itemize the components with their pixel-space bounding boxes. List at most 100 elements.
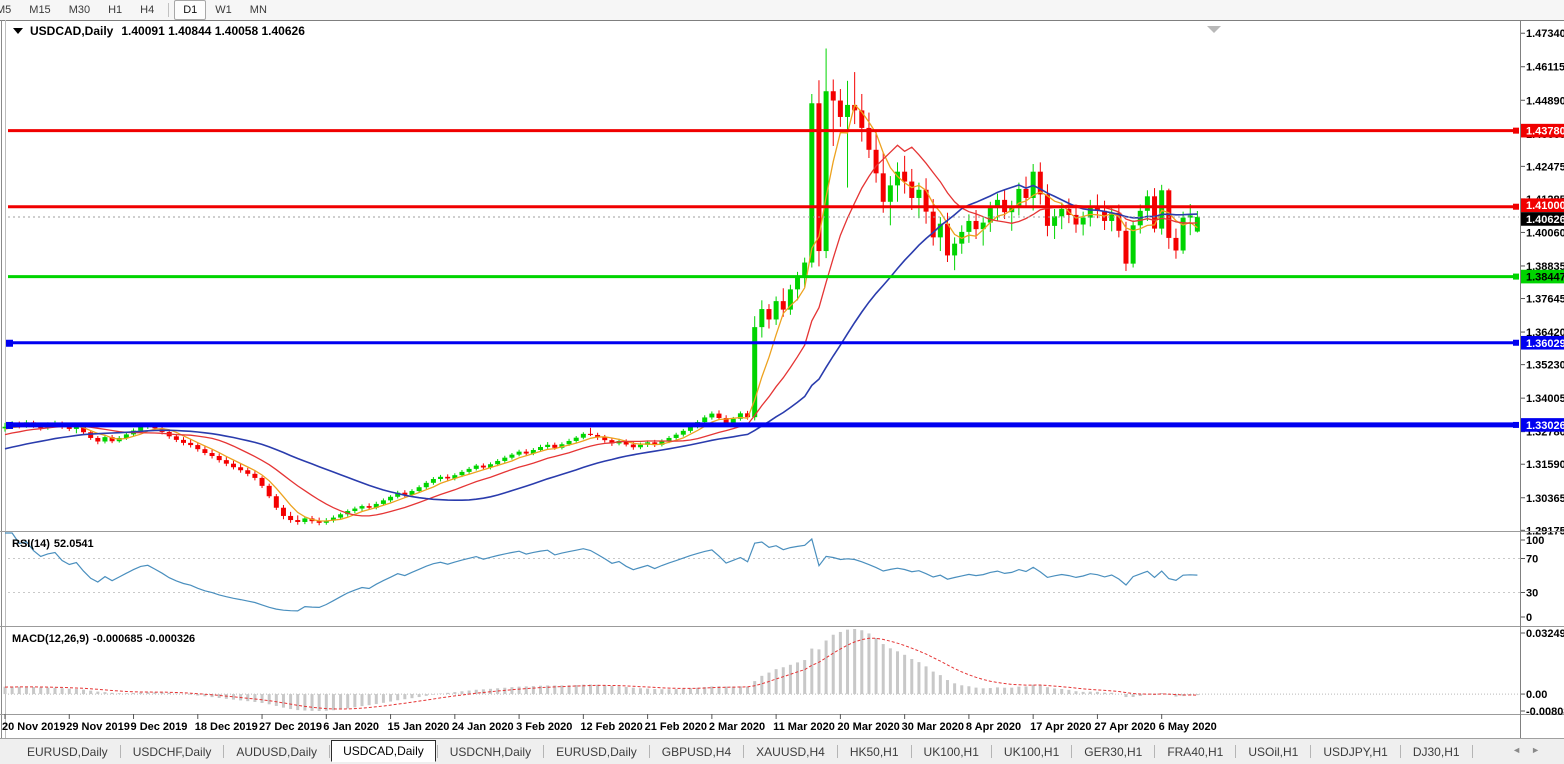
period-button-mn[interactable]: MN [249,4,267,16]
rsi-axis-label: 30 [1526,588,1538,600]
date-label: 21 Feb 2020 [645,721,707,733]
candle-bear [880,173,886,202]
hline-right-handle[interactable] [1513,203,1519,210]
period-button-h1[interactable]: H1 [108,4,123,16]
chart-canvas[interactable]: 1.473401.461151.448901.436651.424751.412… [0,20,1564,738]
candle-bear [909,181,915,198]
candle-bear [859,110,865,128]
candle-bull [509,454,515,458]
hline-right-handle[interactable] [1513,127,1519,134]
hline-right-handle[interactable] [1513,339,1519,346]
hline-right-handle[interactable] [1513,273,1519,280]
period-button-d1[interactable]: D1 [174,0,207,20]
period-button-m5[interactable]: M5 [0,4,12,16]
tab-usoil-h1[interactable]: USOil,H1 [1248,744,1299,759]
candle-bear [366,506,372,508]
candle-bear [216,456,222,461]
tab-hk50-h1[interactable]: HK50,H1 [849,744,899,759]
candle-bear [245,470,251,474]
candle-bull [395,492,401,497]
candle-bear [252,473,258,478]
macd-axis-label: -0.008086 [1526,706,1564,718]
tab-separator [836,745,838,758]
tab-gbpusd-h4[interactable]: GBPUSD,H4 [661,744,732,759]
candle-bear [830,91,836,101]
tab-usdjpy-h1[interactable]: USDJPY,H1 [1323,744,1388,759]
chart-shift-marker-icon[interactable] [1207,26,1221,33]
candle-bear [288,515,294,521]
hline-left-handle[interactable] [6,421,13,429]
candle-bull [459,471,465,476]
tab-dj30-h1[interactable]: DJ30,H1 [1412,744,1460,759]
tab-audusd-daily[interactable]: AUDUSD,Daily [236,744,318,759]
tab-fra40-h1[interactable]: FRA40,H1 [1167,744,1224,759]
tab-xauusd-h4[interactable]: XAUUSD,H4 [756,744,825,759]
candle-bear [445,476,451,479]
candle-bear [623,440,629,445]
candle-bull [495,460,501,465]
price-tick-label: 1.42475 [1526,161,1564,173]
date-label: 27 Dec 2019 [259,721,322,733]
candle-bear [88,432,94,438]
candle-bear [109,437,115,442]
candle-bull [330,517,336,521]
candle-bull [538,446,543,450]
candle-bear [188,442,194,446]
candle-bear [902,171,908,182]
candle-bull [559,444,565,448]
tab-eurusd-daily[interactable]: EURUSD,Daily [27,744,108,759]
chart-menu-triangle-icon[interactable] [13,28,23,34]
tab-uk100-h1[interactable]: UK100,H1 [923,744,979,759]
candle-bull [323,520,329,523]
candle-bull [787,289,793,310]
candle-bear [1073,214,1079,225]
candle-bear [780,301,786,310]
candle-bull [138,426,144,431]
date-label: 2 Mar 2020 [709,721,765,733]
period-button-m30[interactable]: M30 [68,4,91,16]
hline-left-handle[interactable] [6,339,13,347]
candle-bear [402,492,408,495]
candle-bull [373,503,379,508]
candle-bull [1016,188,1022,207]
candle-bull [795,276,801,290]
candle-bull [1144,196,1150,211]
macd-label: MACD(12,26,9) -0.000685 -0.000326 [12,633,195,645]
price-tick-label: 1.30365 [1526,493,1564,505]
period-button-h4[interactable]: H4 [140,4,155,16]
tab-uk100-h1[interactable]: UK100,H1 [1003,744,1060,759]
tab-ger30-h1[interactable]: GER30,H1 [1084,744,1143,759]
current-price-badge [1521,212,1564,226]
tab-eurusd-daily[interactable]: EURUSD,Daily [556,744,637,759]
candle-bear [202,449,208,454]
macd-axis-label: 0.00 [1526,689,1547,701]
tab-usdcad-daily[interactable]: USDCAD,Daily [331,740,436,762]
candle-bull [488,464,494,468]
tab-separator [743,745,745,758]
tab-scroll-left-icon[interactable]: ◄ [1512,745,1532,755]
date-label: 8 Apr 2020 [966,721,1021,733]
candle-bear [923,189,929,212]
price-tick-label: 1.46115 [1526,62,1564,74]
date-label: 11 Mar 2020 [773,721,835,733]
candle-bull [502,457,508,461]
period-button-w1[interactable]: W1 [215,4,232,16]
date-label: 15 Jan 2020 [388,721,450,733]
rsi-axis-label: 70 [1526,554,1538,566]
candle-bear [280,507,286,516]
candle-bear [523,451,529,454]
candle-bull [980,222,986,230]
candle-bull [388,496,394,501]
candle-bull [666,437,672,442]
date-label: 29 Nov 2019 [66,721,130,733]
price-badge-1.41000-label: 1.41000 [1526,200,1564,212]
candle-bull [338,514,344,518]
period-button-m15[interactable]: M15 [29,4,51,16]
tab-usdcnh-daily[interactable]: USDCNH,Daily [449,744,532,759]
tab-usdchf-daily[interactable]: USDCHF,Daily [132,744,212,759]
tab-scroll-right-icon[interactable]: ► [1531,745,1550,755]
tab-separator [1154,745,1156,758]
hline-right-handle[interactable] [1513,421,1519,428]
candle-bull [1052,216,1058,226]
ma-5-line [4,103,1198,522]
